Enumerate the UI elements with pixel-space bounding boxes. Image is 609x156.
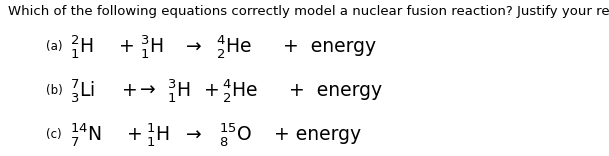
Text: +: +	[198, 81, 226, 100]
Text: →: →	[180, 125, 208, 144]
Text: →: →	[140, 81, 156, 100]
Text: (b): (b)	[46, 84, 63, 97]
Text: (c): (c)	[46, 128, 62, 141]
Text: +: +	[113, 37, 141, 56]
Text: Which of the following equations correctly model a nuclear fusion reaction? Just: Which of the following equations correct…	[8, 5, 609, 18]
Text: $^1_1$H: $^1_1$H	[146, 121, 169, 148]
Text: +: +	[121, 125, 149, 144]
Text: $^7_3$Li: $^7_3$Li	[70, 77, 95, 104]
Text: +  energy: + energy	[271, 37, 376, 56]
Text: $^3_1$H: $^3_1$H	[140, 33, 163, 60]
Text: $^4_2$He: $^4_2$He	[216, 33, 252, 60]
Text: →: →	[180, 37, 208, 56]
Text: $^4_2$He: $^4_2$He	[222, 77, 258, 104]
Text: $^2_1$H: $^2_1$H	[70, 33, 93, 60]
Text: +  energy: + energy	[277, 81, 382, 100]
Text: + energy: + energy	[268, 125, 361, 144]
Text: (a): (a)	[46, 40, 62, 53]
Text: $^3_1$H: $^3_1$H	[161, 77, 191, 104]
Text: +: +	[116, 81, 144, 100]
Text: $^{14}_7$N: $^{14}_7$N	[70, 121, 102, 148]
Text: $^{15}_8$O: $^{15}_8$O	[219, 121, 252, 148]
